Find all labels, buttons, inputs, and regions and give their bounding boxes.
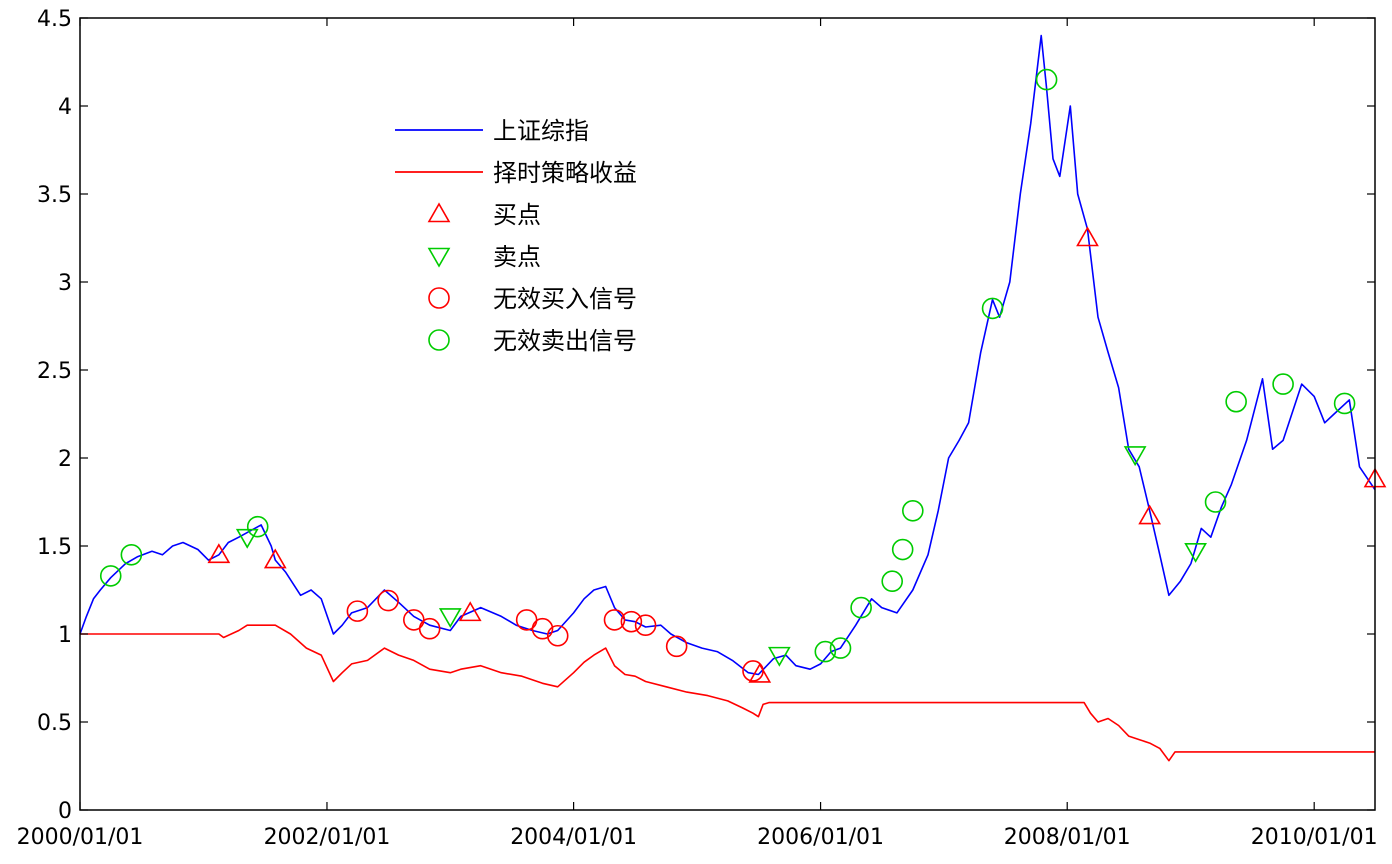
legend-label-1: 择时策略收益 — [493, 159, 637, 187]
x-tick-label-1: 2002/01/01 — [264, 825, 391, 850]
marker-layer — [99, 68, 1387, 683]
x-tick-label-5: 2010/01/01 — [1251, 825, 1378, 850]
x-tick-label-3: 2006/01/01 — [757, 825, 884, 850]
legend-swatch-4 — [428, 287, 450, 309]
marker-3-5 — [850, 596, 872, 619]
marker-2-7 — [603, 609, 626, 631]
y-tick-label-4: 2 — [58, 447, 72, 472]
marker-3-3 — [814, 640, 837, 663]
plot-area-frame — [79, 17, 1376, 811]
y-tick-label-9: 4.5 — [37, 7, 72, 32]
marker-2-5 — [531, 617, 554, 640]
marker-1-0 — [235, 528, 259, 549]
marker-3-7 — [891, 538, 914, 561]
marker-3-6 — [881, 570, 904, 593]
legend-swatch-5 — [428, 329, 450, 351]
marker-2-3 — [418, 617, 441, 640]
x-tick-label-2: 2004/01/01 — [510, 825, 637, 850]
x-tick-label-4: 2008/01/01 — [1004, 825, 1131, 850]
marker-1-1 — [438, 608, 462, 629]
marker-2-0 — [346, 600, 369, 622]
marker-3-13 — [1272, 373, 1294, 395]
x-tick-label-0: 2000/01/01 — [17, 825, 144, 850]
marker-2-9 — [634, 614, 657, 637]
marker-0-4 — [1076, 226, 1099, 247]
marker-3-2 — [246, 515, 269, 538]
y-tick-label-2: 1 — [58, 623, 72, 648]
marker-2-1 — [377, 589, 399, 612]
marker-0-1 — [263, 548, 287, 569]
legend-label-3: 卖点 — [493, 243, 541, 271]
legend-label-0: 上证综指 — [493, 117, 589, 145]
series-line-1 — [80, 624, 1375, 762]
plot-area-background — [80, 18, 1375, 810]
y-tick-label-0: 0 — [58, 799, 72, 824]
marker-2-11 — [742, 660, 764, 682]
marker-2-8 — [620, 610, 643, 633]
marker-3-12 — [1225, 390, 1247, 413]
marker-0-3 — [748, 662, 772, 683]
marker-3-1 — [120, 543, 143, 566]
marker-1-2 — [767, 646, 791, 667]
marker-0-2 — [458, 601, 482, 622]
series-layer — [79, 34, 1376, 762]
y-tick-label-5: 2.5 — [37, 359, 72, 384]
y-tick-label-3: 1.5 — [37, 535, 72, 560]
y-tick-label-1: 0.5 — [37, 711, 72, 736]
marker-1-3 — [1123, 446, 1147, 467]
axis-layer: 0 0.5 1 1.5 2 2.5 3 3.5 4 4.5 2000/01/01 2002/01/01… — [17, 7, 1378, 850]
legend-swatch-2 — [427, 202, 451, 223]
marker-3-4 — [829, 637, 852, 659]
marker-3-0 — [99, 565, 122, 587]
marker-3-9 — [981, 297, 1004, 320]
marker-2-6 — [546, 624, 569, 647]
legend-label-4: 无效买入信号 — [493, 285, 637, 313]
marker-2-10 — [665, 635, 688, 658]
marker-0-0 — [207, 543, 231, 564]
marker-3-8 — [902, 499, 924, 522]
legend-swatch-3 — [427, 247, 451, 268]
legend-label-2: 买点 — [493, 201, 541, 229]
y-tick-label-7: 3.5 — [37, 183, 72, 208]
marker-0-5 — [1138, 504, 1162, 525]
marker-3-14 — [1333, 392, 1356, 415]
legend-label-5: 无效卖出信号 — [493, 327, 637, 355]
marker-3-11 — [1204, 491, 1227, 513]
y-tick-label-6: 3 — [58, 271, 72, 296]
y-tick-label-8: 4 — [58, 95, 72, 120]
marker-3-10 — [1035, 68, 1058, 91]
series-line-0 — [79, 34, 1376, 676]
marker-1-4 — [1184, 542, 1207, 563]
